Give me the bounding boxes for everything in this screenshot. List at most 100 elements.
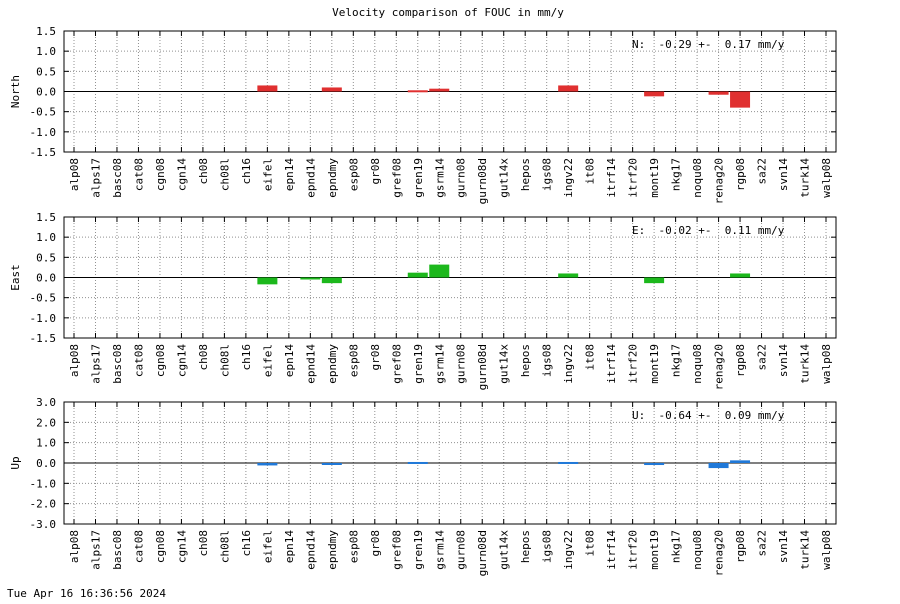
bar-gren19 bbox=[407, 272, 428, 278]
x-tick-label: alps17 bbox=[89, 158, 102, 198]
x-tick-label: esp08 bbox=[347, 158, 360, 191]
x-tick-label: gr08 bbox=[369, 158, 382, 185]
x-tick-label: epnd14 bbox=[304, 158, 317, 198]
x-tick-label: mont19 bbox=[648, 158, 661, 198]
x-tick-label: ingv22 bbox=[562, 344, 575, 384]
x-tick-label: ch08 bbox=[197, 530, 210, 557]
x-tick-label: walp08 bbox=[820, 530, 833, 570]
bar-renag20 bbox=[708, 91, 729, 95]
y-tick-label: -1.0 bbox=[30, 477, 57, 490]
north-panel: 1.5 1.0 0.5 0.0 -0.5 -1.0 -1.5 alp08 alps17 basc0… bbox=[9, 25, 837, 204]
x-tick-label: esp08 bbox=[347, 344, 360, 377]
timestamp: Tue Apr 16 16:36:56 2024 bbox=[7, 587, 166, 600]
y-tick-label: 1.0 bbox=[36, 45, 56, 58]
x-tick-label: itrf14 bbox=[605, 530, 618, 570]
x-tick-label: esp08 bbox=[347, 530, 360, 563]
x-tick-label: it08 bbox=[584, 344, 597, 371]
stat-annotation: U: -0.64 +- 0.09 mm/y bbox=[632, 409, 785, 422]
x-tick-label: rgp08 bbox=[734, 344, 747, 377]
bar-rgp08 bbox=[730, 273, 751, 278]
bar-mont19 bbox=[644, 91, 665, 97]
bar-epndmy bbox=[321, 277, 342, 284]
x-tick-label: ch16 bbox=[240, 344, 253, 371]
x-tick-label: ch16 bbox=[240, 530, 253, 557]
x-tick-label: walp08 bbox=[820, 344, 833, 384]
bar-ingv22 bbox=[558, 461, 579, 464]
x-tick-label: nkg17 bbox=[670, 344, 683, 377]
x-tick-label: itrf20 bbox=[627, 158, 640, 198]
y-tick-label: -0.5 bbox=[30, 106, 57, 119]
bar-gren19 bbox=[407, 461, 428, 464]
x-tick-label: cgn14 bbox=[175, 158, 188, 191]
bar-epndmy bbox=[321, 463, 342, 465]
x-tick-label: mont19 bbox=[648, 530, 661, 570]
x-tick-label: gurn08 bbox=[455, 158, 468, 198]
x-tick-label: rgp08 bbox=[734, 530, 747, 563]
x-tick-label: it08 bbox=[584, 158, 597, 185]
y-tick-label: -1.0 bbox=[30, 312, 57, 325]
east-panel: 1.5 1.0 0.5 0.0 -0.5 -1.0 -1.5 alp08 alps17 basc0… bbox=[9, 211, 837, 390]
x-tick-label: nkg17 bbox=[670, 530, 683, 563]
stat-annotation: E: -0.02 +- 0.11 mm/y bbox=[632, 224, 785, 237]
x-tick-label: sa22 bbox=[756, 344, 769, 371]
x-tick-label: itrf20 bbox=[627, 344, 640, 384]
bar-rgp08 bbox=[730, 91, 751, 108]
x-tick-label: basc08 bbox=[111, 158, 124, 198]
bar-epnd14 bbox=[300, 277, 321, 280]
bar-gren19 bbox=[407, 90, 428, 93]
y-axis-label: Up bbox=[9, 456, 22, 469]
x-tick-label: gsrm14 bbox=[433, 158, 446, 198]
x-tick-label: svn14 bbox=[777, 530, 790, 563]
bar-gsrm14 bbox=[429, 264, 450, 278]
x-tick-label: gurn08d bbox=[476, 158, 489, 204]
x-tick-label: itrf14 bbox=[605, 158, 618, 198]
x-tick-label: sa22 bbox=[756, 158, 769, 185]
y-tick-label: 1.0 bbox=[36, 231, 56, 244]
x-tick-label: gurn08 bbox=[455, 530, 468, 570]
x-tick-label: turk14 bbox=[799, 344, 812, 384]
x-tick-label: noqu08 bbox=[691, 344, 704, 384]
x-tick-label: cgn08 bbox=[154, 158, 167, 191]
x-tick-label: cgn08 bbox=[154, 344, 167, 377]
x-tick-label: mont19 bbox=[648, 344, 661, 384]
x-tick-label: ingv22 bbox=[562, 530, 575, 570]
bar-eifel bbox=[257, 463, 278, 466]
bar-eifel bbox=[257, 85, 278, 92]
x-tick-label: gren19 bbox=[412, 530, 425, 570]
y-tick-label: 0.0 bbox=[36, 457, 56, 470]
x-tick-label: epn14 bbox=[283, 530, 296, 563]
x-tick-label: svn14 bbox=[777, 344, 790, 377]
x-tick-label: ch16 bbox=[240, 158, 253, 185]
x-tick-label: cgn14 bbox=[175, 530, 188, 563]
bar-renag20 bbox=[708, 463, 729, 469]
x-tick-label: ch08l bbox=[218, 158, 231, 191]
x-tick-label: gut14x bbox=[498, 158, 511, 198]
x-tick-label: basc08 bbox=[111, 344, 124, 384]
x-tick-label: cat08 bbox=[132, 344, 145, 377]
x-tick-label: cgn14 bbox=[175, 344, 188, 377]
x-tick-label: renag20 bbox=[713, 530, 726, 576]
x-tick-label: eifel bbox=[261, 530, 274, 563]
x-tick-label: gr08 bbox=[369, 344, 382, 371]
y-tick-label: -3.0 bbox=[30, 518, 57, 531]
x-tick-label: alps17 bbox=[89, 530, 102, 570]
x-tick-label: cat08 bbox=[132, 158, 145, 191]
y-tick-label: 3.0 bbox=[36, 396, 56, 409]
x-tick-label: eifel bbox=[261, 344, 274, 377]
chart-title: Velocity comparison of FOUC in mm/y bbox=[332, 6, 564, 19]
bar-eifel bbox=[257, 277, 278, 285]
x-tick-label: itrf14 bbox=[605, 344, 618, 384]
x-tick-label: it08 bbox=[584, 530, 597, 557]
x-tick-label: gut14x bbox=[498, 530, 511, 570]
x-tick-label: epndmy bbox=[326, 344, 339, 384]
x-tick-label: turk14 bbox=[799, 158, 812, 198]
x-tick-label: epndmy bbox=[326, 530, 339, 570]
x-tick-label: igs08 bbox=[541, 344, 554, 377]
x-tick-label: gren19 bbox=[412, 344, 425, 384]
x-tick-label: walp08 bbox=[820, 158, 833, 198]
x-tick-label: igs08 bbox=[541, 158, 554, 191]
y-tick-label: 0.0 bbox=[36, 86, 56, 99]
x-tick-label: gref08 bbox=[390, 344, 403, 384]
